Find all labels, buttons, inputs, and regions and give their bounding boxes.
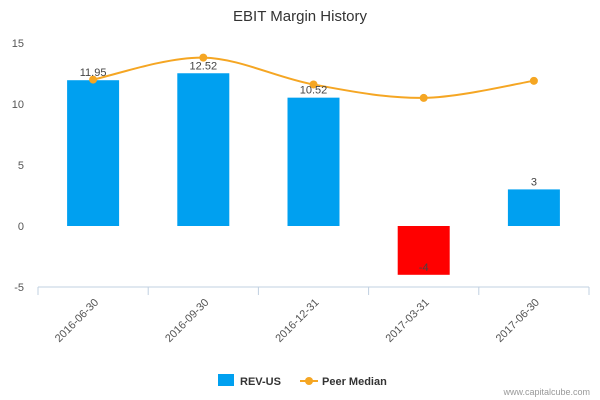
chart-title: EBIT Margin History [233,8,367,25]
data-labels: 11.95 12.52 10.52 -4 3 [80,60,537,274]
data-label: 10.52 [300,85,328,97]
y-tick-label: 10 [12,99,24,111]
data-label: 11.95 [80,67,107,79]
x-tick-label: 2017-03-31 [384,297,432,345]
peer-median-marker[interactable] [199,53,208,62]
bar[interactable] [507,189,560,226]
bar[interactable] [287,97,340,226]
bar[interactable] [67,80,120,227]
peer-median-marker[interactable] [89,75,98,84]
bar[interactable] [397,226,450,275]
peer-median-marker[interactable] [529,76,538,85]
y-tick-label: 5 [18,160,24,172]
data-label: 3 [531,176,537,188]
line-series [89,53,538,102]
peer-median-marker[interactable] [419,93,428,102]
y-axis: -5 0 5 10 15 [12,38,24,294]
x-tick-label: 2016-06-30 [53,297,101,345]
x-tick-label: 2016-09-30 [163,297,211,345]
bar[interactable] [177,73,230,226]
x-axis: 2016-06-30 2016-09-30 2016-12-31 2017-03-31… [37,286,590,345]
legend-label-peer-median[interactable]: Peer Median [322,376,387,388]
data-label: -4 [419,262,429,274]
bar-series [67,73,560,275]
y-tick-label: -5 [14,282,24,294]
x-tick-label: 2017-06-30 [494,297,542,345]
credit-text: www.capitalcube.com [502,387,590,397]
y-tick-label: 15 [12,38,24,50]
data-label: 12.52 [190,60,218,72]
y-tick-label: 0 [18,221,24,233]
legend: REV-US Peer Median [218,374,387,388]
peer-median-marker[interactable] [309,80,318,89]
x-tick-label: 2016-12-31 [273,297,321,345]
legend-swatch-rev-us [218,374,234,386]
legend-swatch-peer-median-marker [305,377,313,385]
legend-label-rev-us[interactable]: REV-US [240,376,281,388]
